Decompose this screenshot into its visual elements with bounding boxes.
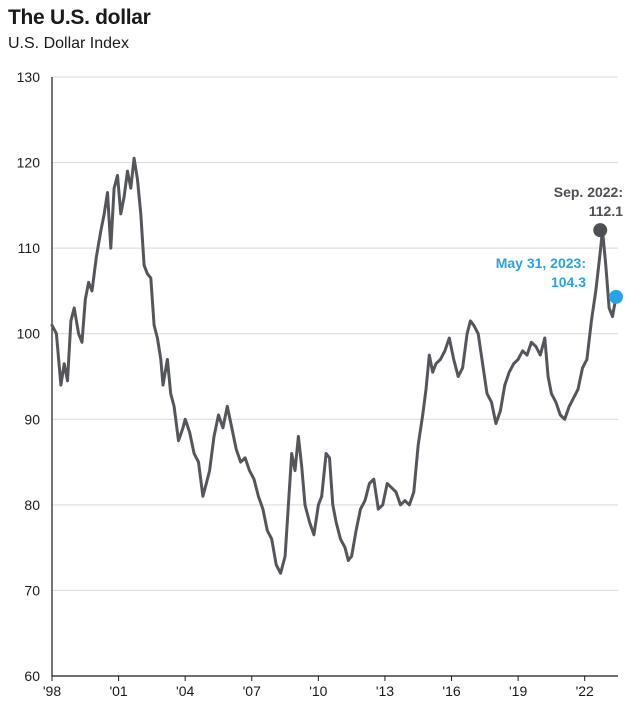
x-tick-label-2007: '07 (243, 683, 261, 699)
y-tick-label-90: 90 (24, 411, 40, 427)
y-tick-label-100: 100 (17, 326, 41, 342)
y-tick-label-80: 80 (24, 497, 40, 513)
x-tick-label-1998: '98 (43, 683, 61, 699)
annotation-marker-1 (609, 289, 624, 304)
y-tick-label-60: 60 (24, 668, 40, 684)
y-tick-labels: 60 70 80 90 100 110 120 130 (17, 69, 41, 684)
y-tick-label-70: 70 (24, 582, 40, 598)
x-tick-labels: '98 '01 '04 '07 '10 '13 '16 '19 '22 (43, 683, 594, 699)
x-tick-label-2016: '16 (442, 683, 460, 699)
y-tick-label-130: 130 (17, 69, 41, 85)
x-tick-label-2022: '22 (576, 683, 594, 699)
axes (51, 77, 618, 681)
annotation-value-1: 104.3 (551, 274, 586, 290)
gridlines (52, 76, 618, 591)
chart-title: The U.S. dollar (8, 6, 151, 29)
chart-subtitle: U.S. Dollar Index (8, 35, 129, 52)
x-tick-label-2004: '04 (176, 683, 194, 699)
x-tick-label-2010: '10 (309, 683, 327, 699)
annotation-label-1: May 31, 2023: (496, 255, 586, 271)
x-tick-label-2013: '13 (376, 683, 394, 699)
series-line-0 (50, 156, 618, 575)
y-tick-label-110: 110 (18, 240, 41, 256)
annotation-marker-0 (593, 223, 608, 238)
annotation-label-0: Sep. 2022: (554, 184, 623, 200)
y-tick-label-120: 120 (17, 155, 41, 171)
x-tick-label-2001: '01 (109, 683, 127, 699)
x-tick-label-2019: '19 (509, 683, 527, 699)
series (50, 156, 618, 575)
annotation-value-0: 112.1 (589, 203, 623, 219)
annotations: Sep. 2022: 112.1 May 31, 2023: 104.3 (496, 184, 624, 304)
